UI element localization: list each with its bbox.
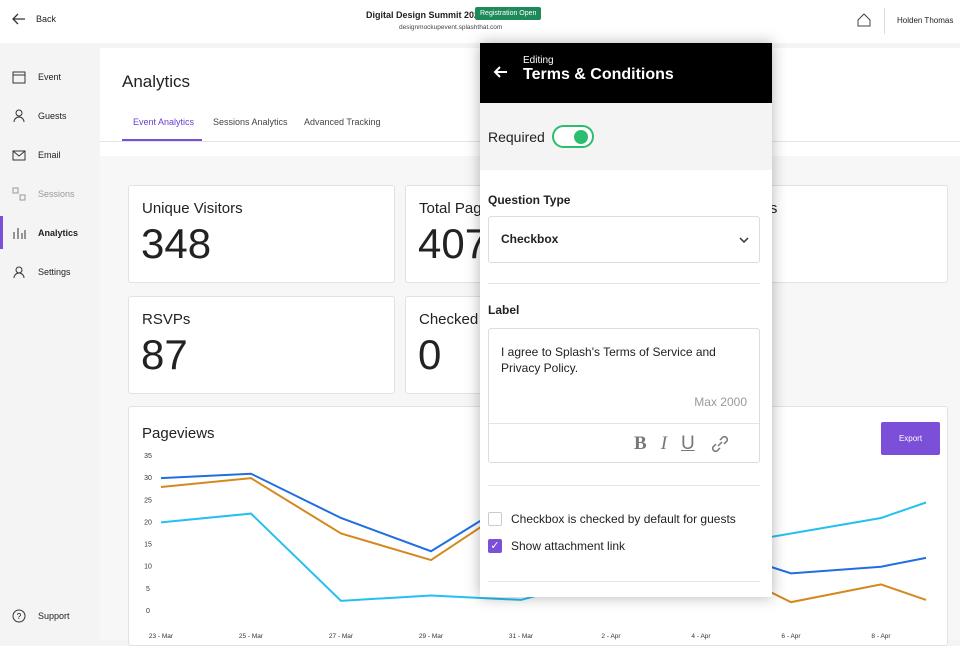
bold-button[interactable]: B [634,433,647,454]
editing-panel: Editing Terms & Conditions Required Ques… [480,43,772,597]
nav-label: Event [38,72,62,82]
nav-icon [12,187,26,201]
stat-card: Unique Visitors 348 [128,185,395,283]
nav-icon [13,109,25,123]
underline-button[interactable]: U [681,433,695,454]
option-row[interactable]: Checkbox is checked by default for guest… [488,512,736,526]
checkbox[interactable] [488,512,502,526]
stat-label: Unique Visitors [142,200,243,217]
nav-label: Analytics [38,228,79,238]
x-tick-label: 31 - Mar [509,633,534,640]
chart-title: Pageviews [142,425,215,442]
stat-card: RSVPs 87 [128,296,395,394]
x-tick-label: 25 - Mar [239,633,264,640]
required-toggle[interactable] [552,125,594,148]
nav-icon [13,266,25,279]
nav-label: Guests [38,111,67,121]
status-badge: Registration Open [475,7,542,20]
nav-item[interactable]: Settings [12,265,71,279]
nav-icon [12,71,26,84]
stat-value: 407 [418,220,489,267]
stat-value: 348 [141,220,212,267]
nav-icon [13,228,26,239]
back-label: Back [36,14,57,24]
nav-item[interactable]: Event [12,70,61,84]
export-button[interactable]: Export [881,422,940,455]
label-label: Label [488,303,520,317]
support-link[interactable]: ? Support [12,609,70,623]
x-tick-label: 23 - Mar [149,633,174,640]
question-type-value: Checkbox [501,232,559,246]
stat-label: Checked In [419,311,495,328]
italic-button[interactable]: I [660,433,668,454]
option-label: Checkbox is checked by default for guest… [511,512,736,526]
stat-value: 87 [141,331,188,378]
back-button[interactable]: Back [12,13,56,25]
option-row[interactable]: ✓ Show attachment link [488,539,625,553]
x-tick-label: 8 - Apr [871,633,891,640]
checkbox[interactable]: ✓ [488,539,502,553]
x-tick-label: 6 - Apr [781,633,801,640]
nav-item[interactable]: Sessions [12,187,75,201]
support-label: Support [38,611,70,621]
active-tab-underline [122,139,202,141]
max-length: Max 2000 [694,395,747,409]
question-type-label: Question Type [488,193,571,207]
panel-header: Editing Terms & Conditions [480,43,772,103]
event-title: Digital Design Summit 2021 [366,10,485,20]
option-label: Show attachment link [511,539,626,553]
x-tick-label: 29 - Mar [419,633,444,640]
sidebar: Event Guests Email Sessions Analytics Setting… [0,43,100,640]
svg-text:?: ? [17,612,22,621]
page-title: Analytics [122,72,191,91]
x-tick-label: 27 - Mar [329,633,354,640]
support-icon: ? [12,609,26,623]
nav-label: Email [38,150,61,160]
nav-icon [12,150,26,161]
user-name[interactable]: Holden Thomas [897,16,954,25]
y-tick-label: 15 [144,542,152,549]
y-tick-label: 10 [144,564,152,571]
label-textarea[interactable]: I agree to Splash's Terms of Service and… [488,328,760,463]
nav-item[interactable]: Email [12,148,61,162]
required-row: Required [480,103,772,170]
y-tick-label: 35 [144,453,152,460]
event-url[interactable]: designmockupevent.splashthat.com [399,24,503,31]
nav-item[interactable]: Analytics [12,226,78,240]
home-icon[interactable] [857,13,871,27]
nav-item[interactable]: Guests [12,109,67,123]
back-icon [12,13,25,25]
panel-back[interactable] [492,65,508,79]
x-tick-label: 2 - Apr [601,633,621,640]
question-type-select[interactable]: Checkbox [488,216,760,263]
y-tick-label: 5 [146,586,150,593]
nav-label: Sessions [38,189,75,199]
editing-label: Editing [523,55,554,66]
nav-label: Settings [38,267,71,277]
x-tick-label: 4 - Apr [691,633,711,640]
stat-label: RSVPs [142,311,191,328]
active-indicator [0,216,3,249]
tab[interactable]: Advanced Tracking [304,117,381,127]
y-tick-label: 0 [146,608,150,615]
required-label: Required [488,129,545,145]
y-tick-label: 20 [144,519,152,526]
y-tick-label: 30 [144,475,152,482]
y-tick-label: 25 [144,497,152,504]
link-button[interactable] [709,433,731,455]
tab[interactable]: Event Analytics [133,117,195,127]
stat-value: 0 [418,331,442,378]
label-text: I agree to Splash's Terms of Service and… [501,345,716,375]
panel-title: Terms & Conditions [523,66,674,83]
chart: 0 5 10 15 20 25 30 35 23 - Mar 25 - Mar 27 - Mar 29… [144,453,927,640]
top-bar: Back Digital Design Summit 2021 Registra… [0,0,960,43]
tab[interactable]: Sessions Analytics [213,117,288,127]
